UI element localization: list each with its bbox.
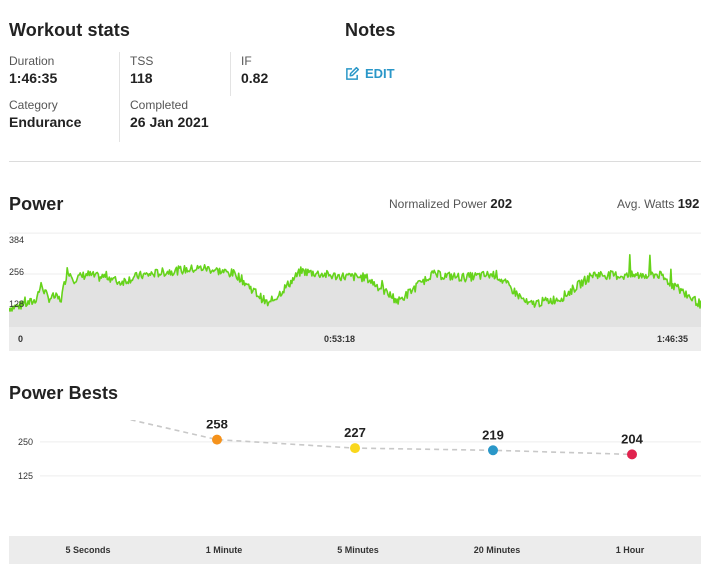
bests-x-tick: 1 Minute xyxy=(205,545,243,555)
tss-label: TSS xyxy=(130,54,154,68)
edit-label: EDIT xyxy=(365,66,395,81)
bests-value-label: 204 xyxy=(621,431,643,446)
notes-title: Notes xyxy=(345,20,396,40)
category-value: Endurance xyxy=(9,114,82,130)
power-x-axis xyxy=(9,327,701,351)
bests-point xyxy=(627,449,637,460)
edit-icon xyxy=(346,66,360,80)
bests-y-tick: 125 xyxy=(18,471,33,481)
bests-y-tick: 250 xyxy=(18,437,33,447)
power-chart[interactable] xyxy=(9,228,701,327)
duration-value: 1:46:35 xyxy=(9,70,58,86)
stats-divider xyxy=(230,52,231,96)
power-x-tick: 0:53:18 xyxy=(324,334,356,344)
power-y-tick: 384 xyxy=(9,235,25,245)
completed-value: 26 Jan 2021 xyxy=(130,114,209,130)
avg-watts-value: 192 xyxy=(677,196,700,211)
power-y-tick: 256 xyxy=(9,267,25,277)
bests-point xyxy=(488,445,498,456)
completed-label: Completed xyxy=(130,98,189,112)
bests-x-tick: 5 Minutes xyxy=(337,545,379,555)
section-divider xyxy=(9,161,701,162)
power-x-tick: 1:46:35 xyxy=(657,334,689,344)
edit-notes-button[interactable]: EDIT xyxy=(345,66,395,81)
duration-label: Duration xyxy=(9,54,55,68)
power-line xyxy=(9,254,701,312)
if-label: IF xyxy=(241,54,252,68)
stats-divider xyxy=(119,52,120,142)
avg-watts-stat: Avg. Watts 192 xyxy=(617,196,699,211)
bests-point xyxy=(212,434,222,445)
normalized-power-value: 202 xyxy=(490,196,513,211)
power-bests-title: Power Bests xyxy=(9,383,119,403)
workout-stats-title: Workout stats xyxy=(9,20,130,40)
bests-value-label: 219 xyxy=(482,427,504,442)
bests-value-label: 258 xyxy=(206,420,228,432)
avg-watts-label: Avg. Watts xyxy=(617,197,675,211)
tss-value: 118 xyxy=(130,70,153,86)
bests-x-tick: 1 Hour xyxy=(615,545,645,555)
power-title: Power xyxy=(9,194,64,214)
normalized-power-label: Normalized Power xyxy=(389,197,488,211)
power-area xyxy=(9,254,701,327)
category-label: Category xyxy=(9,98,58,112)
normalized-power-stat: Normalized Power 202 xyxy=(389,196,512,211)
power-bests-x-axis xyxy=(9,536,701,564)
bests-point xyxy=(350,443,360,454)
power-y-tick: 128 xyxy=(9,299,25,309)
bests-x-tick: 20 Minutes xyxy=(473,545,521,555)
bests-x-tick: 5 Seconds xyxy=(65,545,111,555)
power-bests-chart[interactable]: 375250125375258227219204 xyxy=(0,420,709,534)
bests-value-label: 227 xyxy=(344,425,366,440)
if-value: 0.82 xyxy=(241,70,269,86)
power-x-tick: 0 xyxy=(18,334,24,344)
